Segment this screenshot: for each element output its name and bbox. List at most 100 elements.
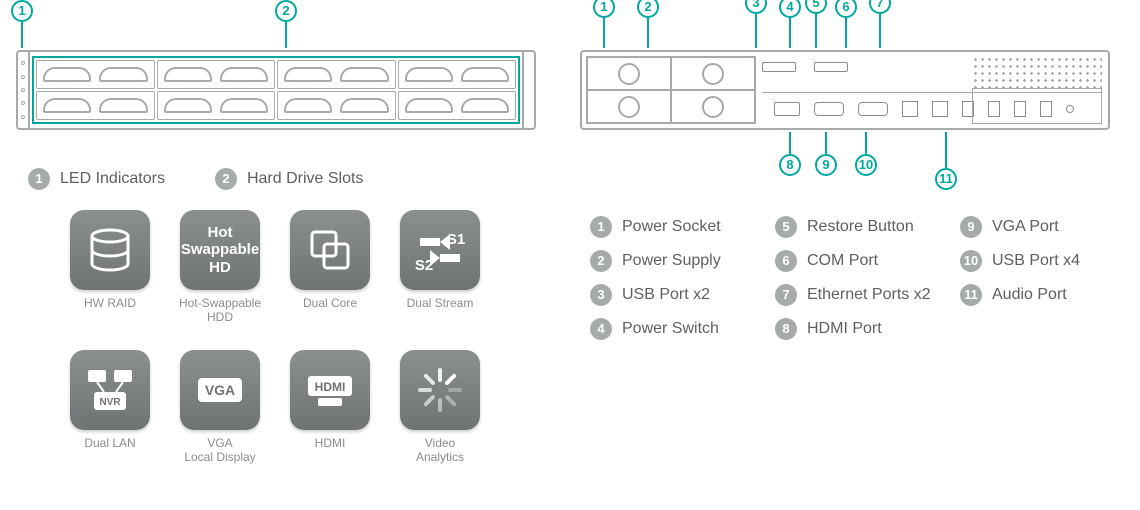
front-legend-item: 1 LED Indicators: [28, 168, 165, 190]
hdmi-icon: HDMI: [290, 350, 370, 430]
callout-5: 5: [805, 0, 827, 48]
front-legend: 1 LED Indicators 2 Hard Drive Slots: [28, 168, 363, 190]
hot-swap-icon: Hot Swappable HD: [180, 210, 260, 290]
feature-hw-raid: HW RAID: [60, 210, 160, 330]
feature-caption: Hot-Swappable HDD: [179, 296, 261, 325]
device-rear-view: [580, 50, 1110, 130]
callout-1: 1: [11, 0, 33, 48]
front-legend-item: 2 Hard Drive Slots: [215, 168, 363, 190]
drive-bay: [157, 91, 276, 120]
callout-line: [865, 132, 867, 154]
hard-drive-bay-grid: [32, 56, 520, 124]
dual-lan-icon: NVR: [70, 350, 150, 430]
callout-line: [845, 18, 847, 48]
drive-bay: [277, 91, 396, 120]
callout-7: 7: [869, 0, 891, 48]
rear-legend-item: 4Power Switch: [590, 312, 765, 346]
rear-legend: 1 Power Socket 5 Restore Button 9 VGA Port 2 Po…: [590, 210, 1135, 346]
power-supply-block: [586, 56, 756, 124]
legend-label: USB Port x4: [992, 252, 1080, 270]
vga-icon: VGA: [180, 350, 260, 430]
svg-text:S1: S1: [447, 231, 465, 248]
legend-number-badge: 3: [590, 284, 612, 306]
callout-bubble: 1: [11, 0, 33, 22]
rear-legend-item: 1 Power Socket: [590, 210, 765, 244]
feature-caption: Dual LAN: [84, 436, 135, 450]
psu-socket: [587, 90, 671, 123]
legend-label: LED Indicators: [60, 170, 165, 188]
dual-core-icon: [290, 210, 370, 290]
feature-video-analytics: Video Analytics: [390, 350, 490, 470]
ethernet-port: [932, 101, 948, 117]
vga-port: [814, 102, 844, 116]
svg-text:S2: S2: [415, 257, 433, 274]
callout-bubble: 7: [869, 0, 891, 14]
drive-bay: [398, 91, 517, 120]
legend-number-badge: 9: [960, 216, 982, 238]
rear-legend-item: 9 VGA Port: [960, 210, 1135, 244]
feature-hot-swap: Hot Swappable HD Hot-Swappable HDD: [170, 210, 270, 330]
legend-label: HDMI Port: [807, 320, 882, 338]
ethernet-port: [902, 101, 918, 117]
svg-text:VGA: VGA: [205, 382, 235, 398]
drive-bay: [277, 60, 396, 89]
legend-label: USB Port x2: [622, 286, 710, 304]
feature-caption: HW RAID: [84, 296, 136, 310]
drive-bay: [398, 60, 517, 89]
legend-number-badge: 7: [775, 284, 797, 306]
drive-bay: [157, 60, 276, 89]
front-right-column: [522, 52, 534, 128]
callout-line: [879, 14, 881, 48]
drive-bay: [36, 60, 155, 89]
callout-2: 2: [637, 0, 659, 48]
feature-dual-core: Dual Core: [280, 210, 380, 330]
legend-label: Restore Button: [807, 218, 914, 236]
rear-top-strip: [762, 58, 882, 76]
svg-text:HDMI: HDMI: [315, 380, 346, 394]
callout-1: 1: [593, 0, 615, 48]
rear-legend-item: 6 COM Port: [775, 244, 950, 278]
legend-label: COM Port: [807, 252, 878, 270]
callout-line: [789, 18, 791, 48]
callout-bubble: 8: [779, 154, 801, 176]
rear-legend-item: 5 Restore Button: [775, 210, 950, 244]
callout-line: [755, 14, 757, 48]
legend-number-badge: 6: [775, 250, 797, 272]
legend-label: Ethernet Ports x2: [807, 286, 931, 304]
svg-text:NVR: NVR: [99, 397, 121, 408]
callout-11: 11: [935, 132, 957, 190]
callout-bubble: 11: [935, 168, 957, 190]
feature-vga: VGA VGA Local Display: [170, 350, 270, 470]
feature-caption: Video Analytics: [416, 436, 464, 465]
legend-number-badge: 1: [590, 216, 612, 238]
callout-bubble: 1: [593, 0, 615, 18]
callout-line: [945, 132, 947, 168]
legend-label: VGA Port: [992, 218, 1059, 236]
legend-label: Power Socket: [622, 218, 721, 236]
rear-legend-item: 10USB Port x4: [960, 244, 1135, 278]
led-indicator-column: [18, 52, 30, 128]
feature-caption: Dual Core: [303, 296, 357, 310]
legend-label: Audio Port: [992, 286, 1067, 304]
callout-bubble: 5: [805, 0, 827, 14]
callout-2: 2: [275, 0, 297, 48]
com-port: [858, 102, 888, 116]
device-front-view: [16, 50, 536, 130]
callout-10: 10: [855, 132, 877, 176]
rear-legend-item: 2 Power Supply: [590, 244, 765, 278]
rear-legend-item: 8HDMI Port: [775, 312, 950, 346]
legend-number-badge: 2: [590, 250, 612, 272]
psu-fan: [671, 90, 755, 123]
callout-6: 6: [835, 0, 857, 48]
legend-label: Power Supply: [622, 252, 721, 270]
legend-number-badge: 5: [775, 216, 797, 238]
legend-number-badge: 1: [28, 168, 50, 190]
callout-line: [647, 18, 649, 48]
power-switch: [814, 62, 848, 72]
callout-line: [285, 22, 287, 48]
legend-label: Power Switch: [622, 320, 719, 338]
legend-label: Hard Drive Slots: [247, 170, 363, 188]
feature-caption: VGA Local Display: [184, 436, 255, 465]
feature-hdmi: HDMIHDMI: [280, 350, 380, 470]
dual-stream-icon: S1 S2: [400, 210, 480, 290]
